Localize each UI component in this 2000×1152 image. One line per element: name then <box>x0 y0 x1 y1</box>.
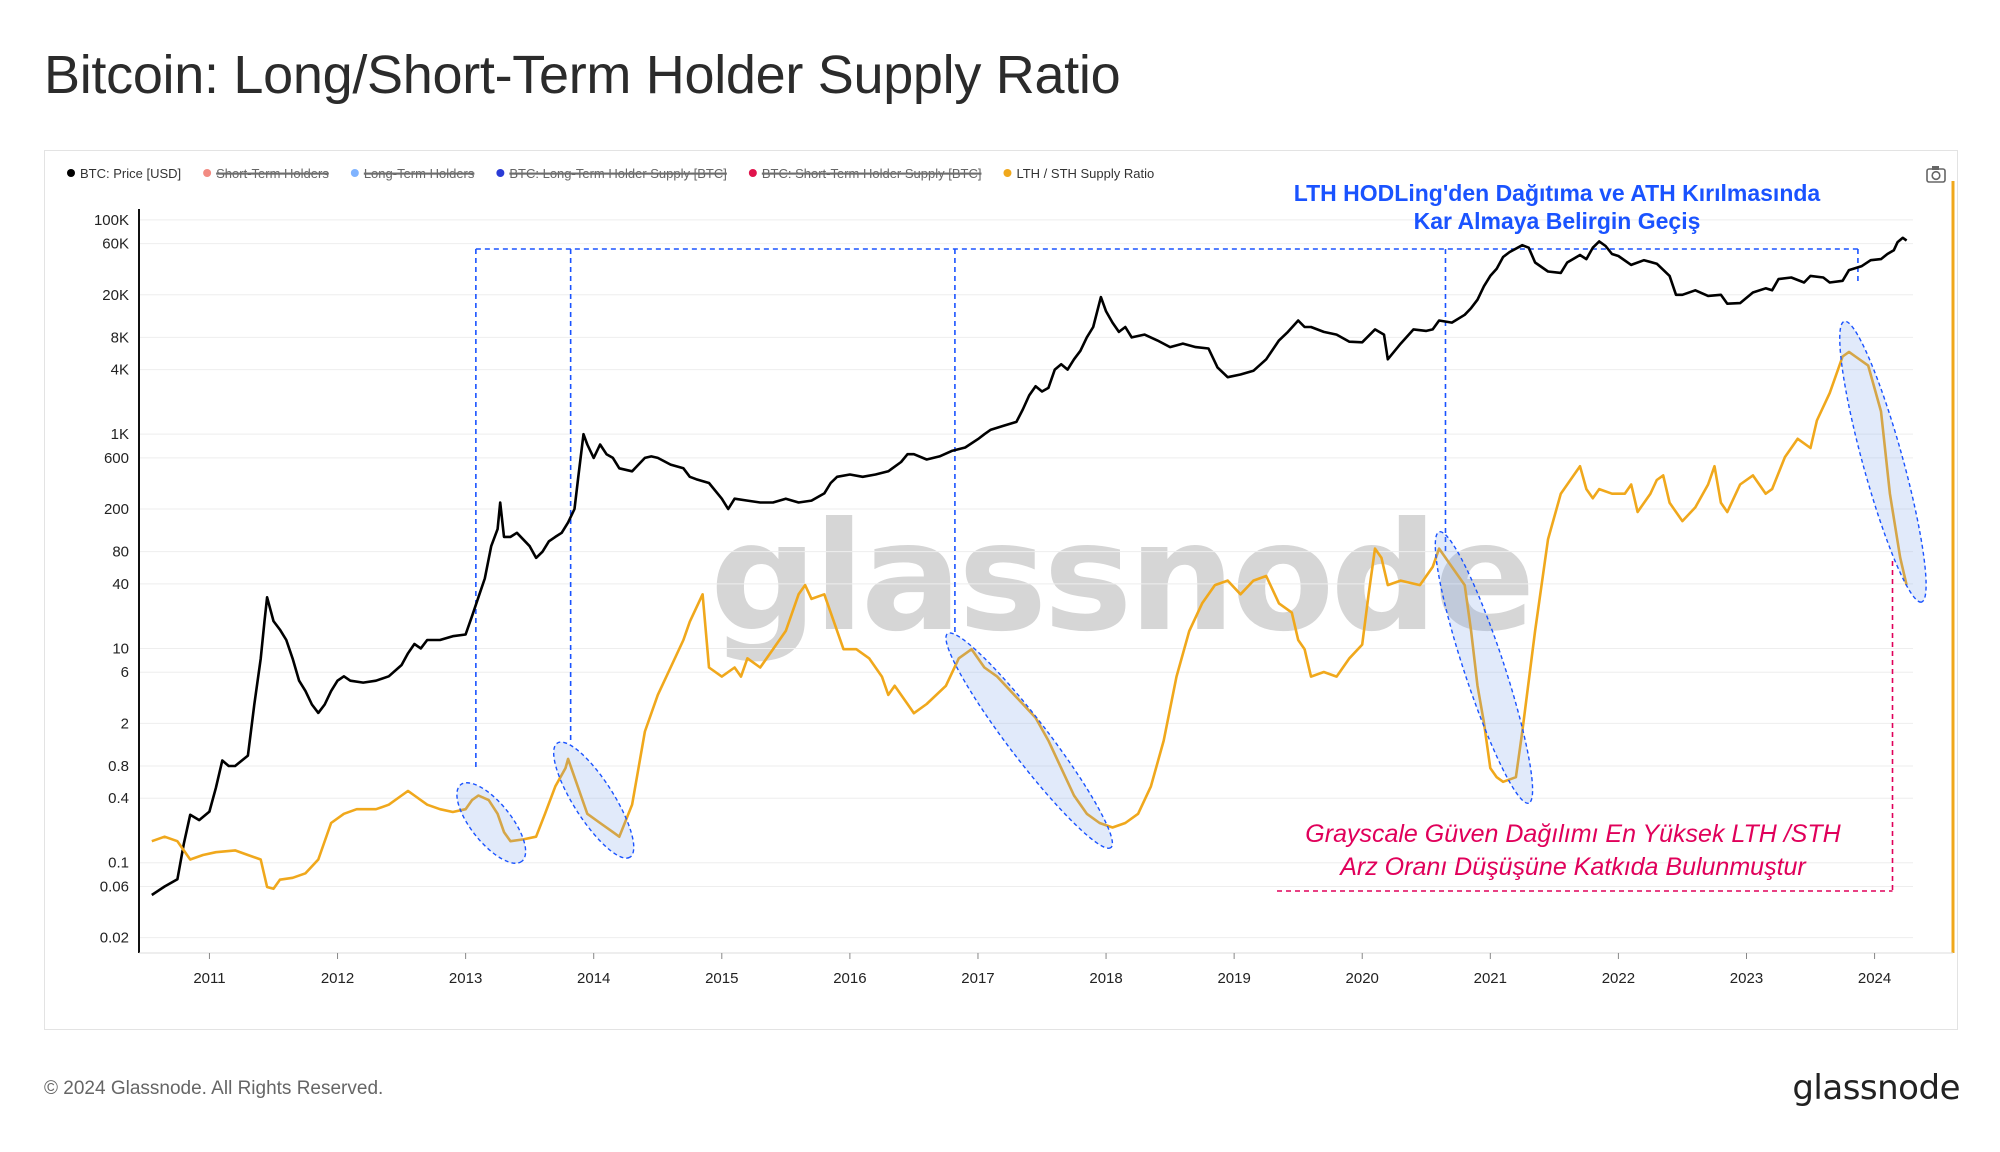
legend-item-btc-short-term-holder-supply-btc[interactable]: BTC: Short-Term Holder Supply [BTC] <box>748 166 982 181</box>
blue-annotation-line-1: LTH HODLing'den Dağıtıma ve ATH Kırılmas… <box>1294 180 1821 206</box>
highlight-ellipse-2 <box>945 632 1114 849</box>
y-left-tick-0-06: 0.06 <box>100 878 129 895</box>
series-group <box>151 236 1908 897</box>
x-tick-label-2016: 2016 <box>833 970 866 987</box>
y-left-tick-20k: 20K <box>102 287 129 304</box>
legend-swatch-4 <box>748 169 757 177</box>
pink-annotation-line-1: Grayscale Güven Dağılımı En Yüksek LTH /… <box>1305 820 1841 848</box>
x-tick-label-2017: 2017 <box>961 970 994 987</box>
highlight-ellipse-1 <box>552 741 635 859</box>
legend-swatch-3 <box>496 169 505 177</box>
y-left-tick-0-8: 0.8 <box>108 758 129 775</box>
highlight-ellipse-4 <box>1839 320 1927 603</box>
highlight-ellipse-0 <box>456 782 527 864</box>
legend-swatch-2 <box>350 169 359 177</box>
camera-icon[interactable] <box>1926 166 1946 183</box>
axes <box>138 181 1955 954</box>
legend-item-btc-long-term-holder-supply-btc[interactable]: BTC: Long-Term Holder Supply [BTC] <box>496 166 727 181</box>
y-left-tick-6: 6 <box>121 664 129 681</box>
y-left-tick-60k: 60K <box>102 236 129 253</box>
x-tick-label-2018: 2018 <box>1089 970 1122 987</box>
y-left-tick-10: 10 <box>112 640 129 657</box>
series-line-btc-price-usd <box>151 236 1908 897</box>
blue-annotation-line-2: Kar Almaya Belirgin Geçiş <box>1414 208 1701 234</box>
legend-label-5: LTH / STH Supply Ratio <box>1016 166 1154 181</box>
grid <box>139 219 1913 939</box>
x-tick-label-2020: 2020 <box>1346 970 1379 987</box>
legend[interactable]: BTC: Price [USD] Short-Term Holders Long-T… <box>67 166 1154 181</box>
legend-swatch-0 <box>67 169 75 177</box>
annotation-guides <box>475 248 1894 892</box>
y-left-tick-0-02: 0.02 <box>100 930 129 947</box>
y-left-tick-200: 200 <box>104 501 129 518</box>
y-left-tick-0-4: 0.4 <box>108 790 129 807</box>
annotation-text: LTH HODLing'den Dağıtıma ve ATH Kırılmas… <box>1294 180 1842 881</box>
y-left-tick-80: 80 <box>112 544 129 561</box>
x-tick-label-2019: 2019 <box>1217 970 1250 987</box>
legend-item-short-term-holders[interactable]: Short-Term Holders <box>203 166 329 181</box>
x-tick-label-2024: 2024 <box>1858 970 1891 987</box>
chart-watermark: glassnode <box>710 491 1532 665</box>
legend-item-btc-price-usd[interactable]: BTC: Price [USD] <box>67 166 181 181</box>
x-axis-ticks: 2011 2012 2013 2014 2015 2016 2017 2018 2019 2020… <box>193 953 1891 987</box>
y-left-tick-600: 600 <box>104 450 129 467</box>
highlight-ellipse-3 <box>1434 531 1534 804</box>
y-left-tick-100k: 100K <box>94 212 129 229</box>
y-left-tick-1k: 1K <box>111 426 129 443</box>
x-tick-label-2012: 2012 <box>321 970 354 987</box>
x-tick-label-2014: 2014 <box>577 970 610 987</box>
legend-label-0: BTC: Price [USD] <box>80 166 181 181</box>
x-tick-label-2011: 2011 <box>193 970 225 987</box>
legend-item-lth-sth-supply-ratio[interactable]: LTH / STH Supply Ratio <box>1003 166 1154 181</box>
x-tick-label-2013: 2013 <box>449 970 482 987</box>
pink-annotation-line-2: Arz Oranı Düşüşüne Katkıda Bulunmuştur <box>1338 853 1807 881</box>
y-left-tick-8k: 8K <box>111 329 129 346</box>
y-left-tick-0-1: 0.1 <box>108 855 129 872</box>
annotation-ellipses <box>456 320 1927 864</box>
y-left-tick-2: 2 <box>121 715 129 732</box>
y-left-tick-40: 40 <box>112 576 129 593</box>
x-tick-label-2022: 2022 <box>1602 970 1635 987</box>
footer-logo: glassnode <box>1792 1068 1960 1108</box>
legend-item-long-term-holders[interactable]: Long-Term Holders <box>350 166 475 181</box>
chart-svg: glassnode BTC: Price [USD] Short-Term Hol… <box>67 166 1955 987</box>
footer-copyright: © 2024 Glassnode. All Rights Reserved. <box>44 1078 384 1099</box>
legend-swatch-1 <box>203 169 212 177</box>
page-title: Bitcoin: Long/Short-Term Holder Supply R… <box>44 45 1121 105</box>
y-axis-left-ticks: 100K 60K 20K 8K 4K 1K 600 200 80 40 10 6 2 0.8 0.4 0.1 0… <box>94 212 129 947</box>
x-tick-label-2023: 2023 <box>1730 970 1763 987</box>
chart-frame: glassnode BTC: Price [USD] Short-Term Hol… <box>44 150 1958 1030</box>
series-line-lth-sth-supply-ratio <box>151 350 1908 891</box>
legend-swatch-5 <box>1003 169 1012 177</box>
x-tick-label-2015: 2015 <box>705 970 738 987</box>
x-tick-label-2021: 2021 <box>1474 970 1507 987</box>
y-left-tick-4k: 4K <box>111 362 129 379</box>
